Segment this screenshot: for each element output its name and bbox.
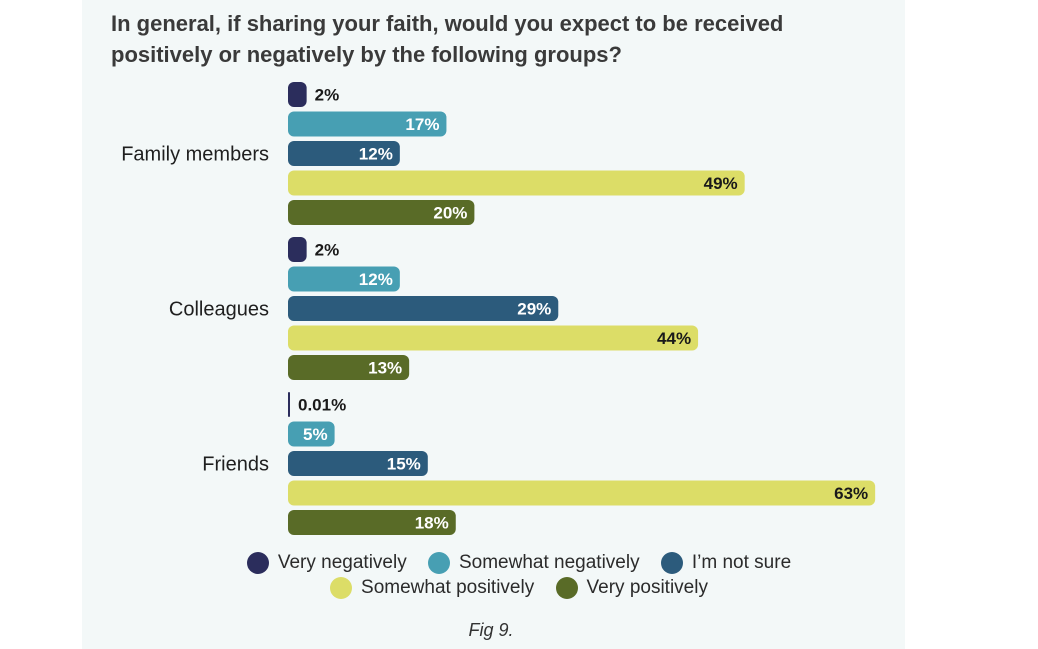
legend-label-somewhat-negatively: Somewhat negatively [458, 552, 640, 573]
figure-caption: Fig 9. [468, 620, 514, 640]
legend-item-somewhat-negatively: Somewhat negatively [427, 552, 640, 574]
bar-family-members-somewhat-negatively [288, 111, 447, 137]
bar-friends-i-m-not-sure [288, 451, 428, 476]
data-label-family-members-very-positively: 20% [433, 204, 467, 223]
bar-colleagues-i-m-not-sure [288, 296, 559, 321]
legend-label-very-positively: Very positively [586, 577, 708, 598]
category-label-friends: Friends [202, 454, 269, 476]
bar-friends-very-negatively [288, 392, 290, 417]
data-label-friends-somewhat-positively: 63% [834, 484, 868, 503]
data-label-colleagues-very-positively: 13% [368, 359, 402, 378]
bar-friends-very-positively [288, 510, 456, 535]
legend-label-very-negatively: Very negatively [277, 552, 407, 573]
data-label-family-members-i-m-not-sure: 12% [359, 145, 393, 164]
bar-colleagues-somewhat-positively [288, 325, 699, 351]
bar-family-members-very-negatively [288, 82, 307, 107]
bar-family-members-somewhat-positively [288, 170, 745, 196]
bar-family-members-i-m-not-sure [288, 141, 400, 166]
legend-item-very-negatively: Very negatively [246, 552, 407, 574]
bar-colleagues-somewhat-negatively [288, 266, 400, 292]
legend-swatch-somewhat-positively [330, 577, 353, 599]
bar-family-members-very-positively [288, 200, 475, 225]
category-label-colleagues: Colleagues [169, 299, 269, 321]
legend-swatch-somewhat-negatively [427, 552, 450, 574]
legend-row-2: Somewhat positively Very positively [0, 577, 1038, 605]
chart-title: In general, if sharing your faith, would… [111, 11, 784, 67]
data-label-colleagues-somewhat-negatively: 12% [359, 270, 393, 289]
data-label-family-members-somewhat-positively: 49% [704, 174, 738, 193]
legend-swatch-not-sure [660, 552, 683, 574]
bar-colleagues-very-negatively [288, 237, 307, 262]
chart-panel [82, 0, 905, 649]
data-label-colleagues-i-m-not-sure: 29% [517, 300, 551, 319]
legend-item-not-sure: I’m not sure [660, 552, 792, 574]
legend-swatch-very-negatively [246, 552, 269, 574]
data-label-colleagues-very-negatively: 2% [315, 241, 340, 260]
data-label-friends-very-positively: 18% [415, 514, 449, 533]
legend-swatch-very-positively [555, 577, 578, 599]
legend-item-very-positively: Very positively [555, 577, 708, 599]
category-label-family-members: Family members [121, 144, 269, 166]
data-label-colleagues-somewhat-positively: 44% [657, 329, 691, 348]
data-label-friends-i-m-not-sure: 15% [387, 455, 421, 474]
bar-colleagues-very-positively [288, 355, 410, 380]
legend-label-somewhat-positively: Somewhat positively [361, 577, 535, 598]
legend-row-1: Very negatively Somewhat negatively I’m … [0, 552, 1038, 580]
data-label-friends-very-negatively: 0.01% [298, 396, 346, 415]
data-label-friends-somewhat-negatively: 5% [303, 425, 328, 444]
data-label-family-members-very-negatively: 2% [315, 86, 340, 105]
data-label-family-members-somewhat-negatively: 17% [405, 115, 439, 134]
bar-friends-somewhat-negatively [288, 421, 335, 447]
bar-friends-somewhat-positively [288, 480, 876, 506]
legend-label-not-sure: I’m not sure [691, 552, 792, 573]
legend-item-somewhat-positively: Somewhat positively [330, 577, 534, 599]
